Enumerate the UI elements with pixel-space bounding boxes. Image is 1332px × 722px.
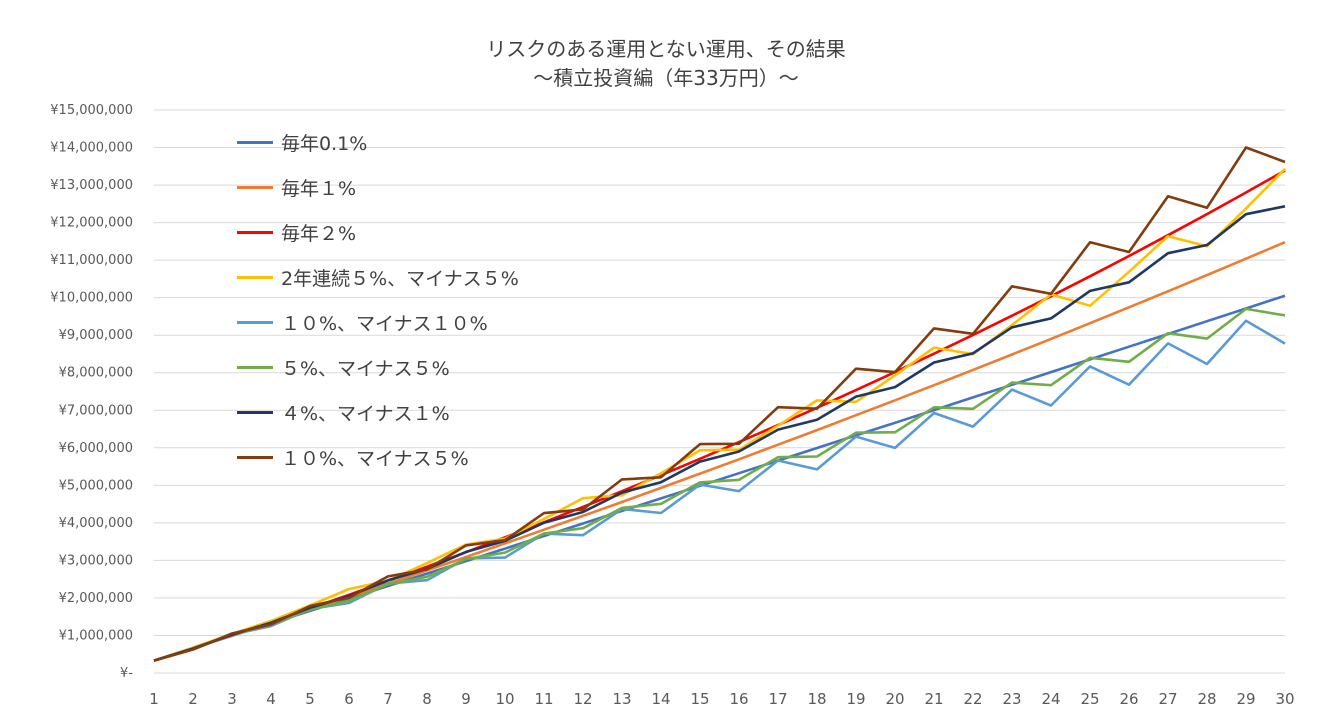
x-tick-label: 30: [1275, 690, 1294, 708]
x-tick-label: 8: [422, 690, 432, 708]
y-tick-label: ¥3,000,000: [59, 553, 133, 568]
legend-swatch: [237, 411, 273, 414]
series-line-5: [153, 319, 1286, 662]
legend-label: 毎年１%: [281, 178, 357, 200]
x-tick-label: 26: [1119, 690, 1138, 708]
legend-label: １０%、マイナス１０%: [281, 313, 488, 335]
y-tick-label: ¥4,000,000: [59, 516, 133, 531]
y-tick-label: ¥2,000,000: [59, 591, 133, 606]
x-tick-label: 25: [1080, 690, 1099, 708]
x-tick-label: 24: [1041, 690, 1060, 708]
gridlines: [154, 109, 1285, 674]
y-tick-label: ¥10,000,000: [50, 291, 133, 306]
y-tick-label: ¥12,000,000: [50, 216, 133, 231]
y-axis-tick-labels: ¥- ¥1,000,000 ¥2,000,000 ¥3,000,000 ¥4,000,0…: [50, 103, 133, 681]
x-tick-label: 20: [885, 690, 904, 708]
y-tick-label: ¥8,000,000: [59, 366, 133, 381]
x-tick-label: 12: [573, 690, 592, 708]
x-tick-label: 7: [383, 690, 393, 708]
x-tick-label: 2: [188, 690, 198, 708]
chart-title: リスクのある運用とない運用、その結果: [486, 37, 846, 61]
x-tick-label: 11: [534, 690, 553, 708]
x-tick-label: 6: [344, 690, 354, 708]
legend-label: １０%、マイナス５%: [281, 448, 469, 470]
legend-label: ４%、マイナス１%: [281, 403, 450, 425]
x-tick-label: 29: [1236, 690, 1255, 708]
x-tick-label: 16: [729, 690, 748, 708]
y-tick-label: ¥11,000,000: [50, 253, 133, 268]
legend-swatch: [237, 321, 273, 324]
series-line-8: [153, 146, 1286, 662]
x-tick-label: 4: [266, 690, 276, 708]
legend-label: 毎年２%: [281, 223, 357, 245]
series-lines: [153, 146, 1286, 662]
x-tick-label: 5: [305, 690, 315, 708]
legend-label: 毎年0.1%: [281, 133, 368, 155]
x-tick-label: 19: [846, 690, 865, 708]
series-line-4: [153, 167, 1286, 662]
x-tick-label: 3: [227, 690, 237, 708]
y-tick-label: ¥5,000,000: [59, 478, 133, 493]
x-tick-label: 27: [1158, 690, 1177, 708]
x-tick-label: 21: [924, 690, 943, 708]
x-tick-label: 9: [461, 690, 471, 708]
x-tick-label: 14: [651, 690, 670, 708]
x-tick-label: 28: [1197, 690, 1216, 708]
legend-swatch: [237, 141, 273, 144]
x-axis-tick-labels: 1 2 3 4 5 6 7 8 9 10 11 12 13 14 15 16 17 18 19 20 21 22 23 24 2…: [149, 690, 1294, 708]
legend-swatch: [237, 186, 273, 189]
x-tick-label: 17: [768, 690, 787, 708]
x-tick-label: 15: [690, 690, 709, 708]
y-tick-label: ¥14,000,000: [50, 141, 133, 156]
y-tick-label: ¥1,000,000: [59, 628, 133, 643]
legend-swatch: [237, 231, 273, 234]
legend-swatch: [237, 276, 273, 279]
legend-swatch: [237, 366, 273, 369]
y-tick-label: ¥-: [120, 666, 133, 681]
y-tick-label: ¥7,000,000: [59, 403, 133, 418]
x-tick-label: 18: [807, 690, 826, 708]
x-tick-label: 1: [149, 690, 159, 708]
legend-swatch: [237, 456, 273, 459]
y-tick-label: ¥9,000,000: [59, 328, 133, 343]
series-line-6: [153, 307, 1286, 662]
legend-label: ５%、マイナス５%: [281, 358, 450, 380]
x-tick-label: 23: [1002, 690, 1021, 708]
x-tick-label: 10: [495, 690, 514, 708]
y-tick-label: ¥13,000,000: [50, 178, 133, 193]
x-tick-label: 13: [612, 690, 631, 708]
y-tick-label: ¥6,000,000: [59, 441, 133, 456]
legend-label: 2年連続５%、マイナス５%: [281, 268, 519, 290]
y-tick-label: ¥15,000,000: [50, 103, 133, 118]
x-tick-label: 22: [963, 690, 982, 708]
chart-subtitle: ～積立投資編（年33万円）～: [533, 66, 799, 90]
